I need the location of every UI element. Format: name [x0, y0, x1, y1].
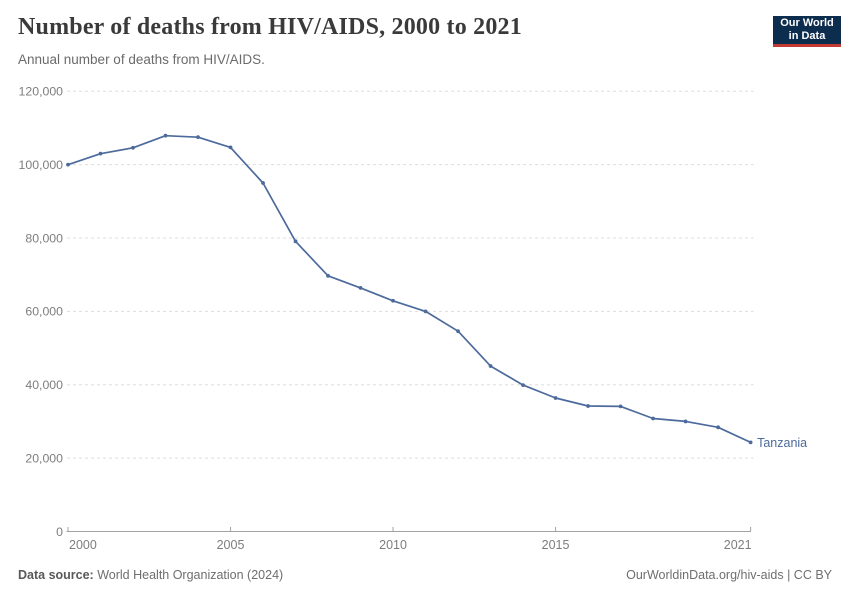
data-point-marker: [748, 440, 753, 445]
y-axis-tick-label: 0: [56, 525, 63, 539]
data-point-marker: [326, 273, 330, 278]
data-point-marker: [651, 416, 655, 421]
y-axis-tick-label: 80,000: [25, 231, 63, 245]
data-point-marker: [683, 419, 688, 424]
owid-logo-line2: in Data: [788, 30, 826, 42]
x-axis-tick-label: 2021: [724, 538, 752, 552]
entity-label: Tanzania: [757, 436, 807, 450]
data-point-marker: [196, 135, 200, 140]
x-axis-tick-label: 2005: [217, 538, 245, 552]
data-point-marker: [98, 151, 103, 156]
data-point-marker: [66, 162, 70, 167]
data-point-marker: [293, 239, 298, 244]
data-point-marker: [261, 181, 265, 185]
data-point-marker: [228, 145, 233, 150]
x-axis-tick-label: 2010: [379, 538, 407, 552]
data-point-marker: [618, 404, 623, 409]
owid-logo[interactable]: Our World in Data: [773, 16, 841, 47]
owid-license-link[interactable]: OurWorldinData.org/hiv-aids | CC BY: [626, 568, 832, 582]
data-source-label: Data source:: [18, 568, 94, 582]
y-axis-tick-label: 60,000: [25, 305, 63, 319]
chart-subtitle: Annual number of deaths from HIV/AIDS.: [18, 52, 265, 67]
data-source-value: World Health Organization (2024): [97, 568, 284, 582]
series-line: [67, 134, 752, 444]
data-point-marker: [163, 133, 168, 138]
x-axis-tick-label: 2015: [542, 538, 570, 552]
data-point-marker: [456, 329, 460, 334]
data-source-note: Data source: World Health Organization (…: [18, 568, 283, 582]
data-point-marker: [391, 298, 395, 303]
page-title: Number of deaths from HIV/AIDS, 2000 to …: [18, 14, 522, 40]
data-point-marker: [586, 404, 590, 408]
data-point-marker: [521, 383, 525, 388]
data-point-marker: [131, 145, 135, 150]
chart-footer: Data source: World Health Organization (…: [18, 568, 832, 582]
y-axis-tick-label: 100,000: [19, 158, 64, 172]
data-point-marker: [358, 286, 363, 290]
x-axis-tick-label: 2000: [69, 538, 97, 552]
y-axis-tick-label: 40,000: [25, 378, 63, 392]
y-axis-tick-label: 120,000: [19, 85, 64, 99]
data-point-marker: [488, 364, 493, 368]
data-point-marker: [423, 309, 428, 314]
data-point-marker: [716, 425, 720, 430]
owid-logo-line1: Our World: [780, 17, 834, 29]
y-axis-tick-label: 20,000: [25, 451, 63, 465]
data-point-marker: [553, 396, 558, 400]
